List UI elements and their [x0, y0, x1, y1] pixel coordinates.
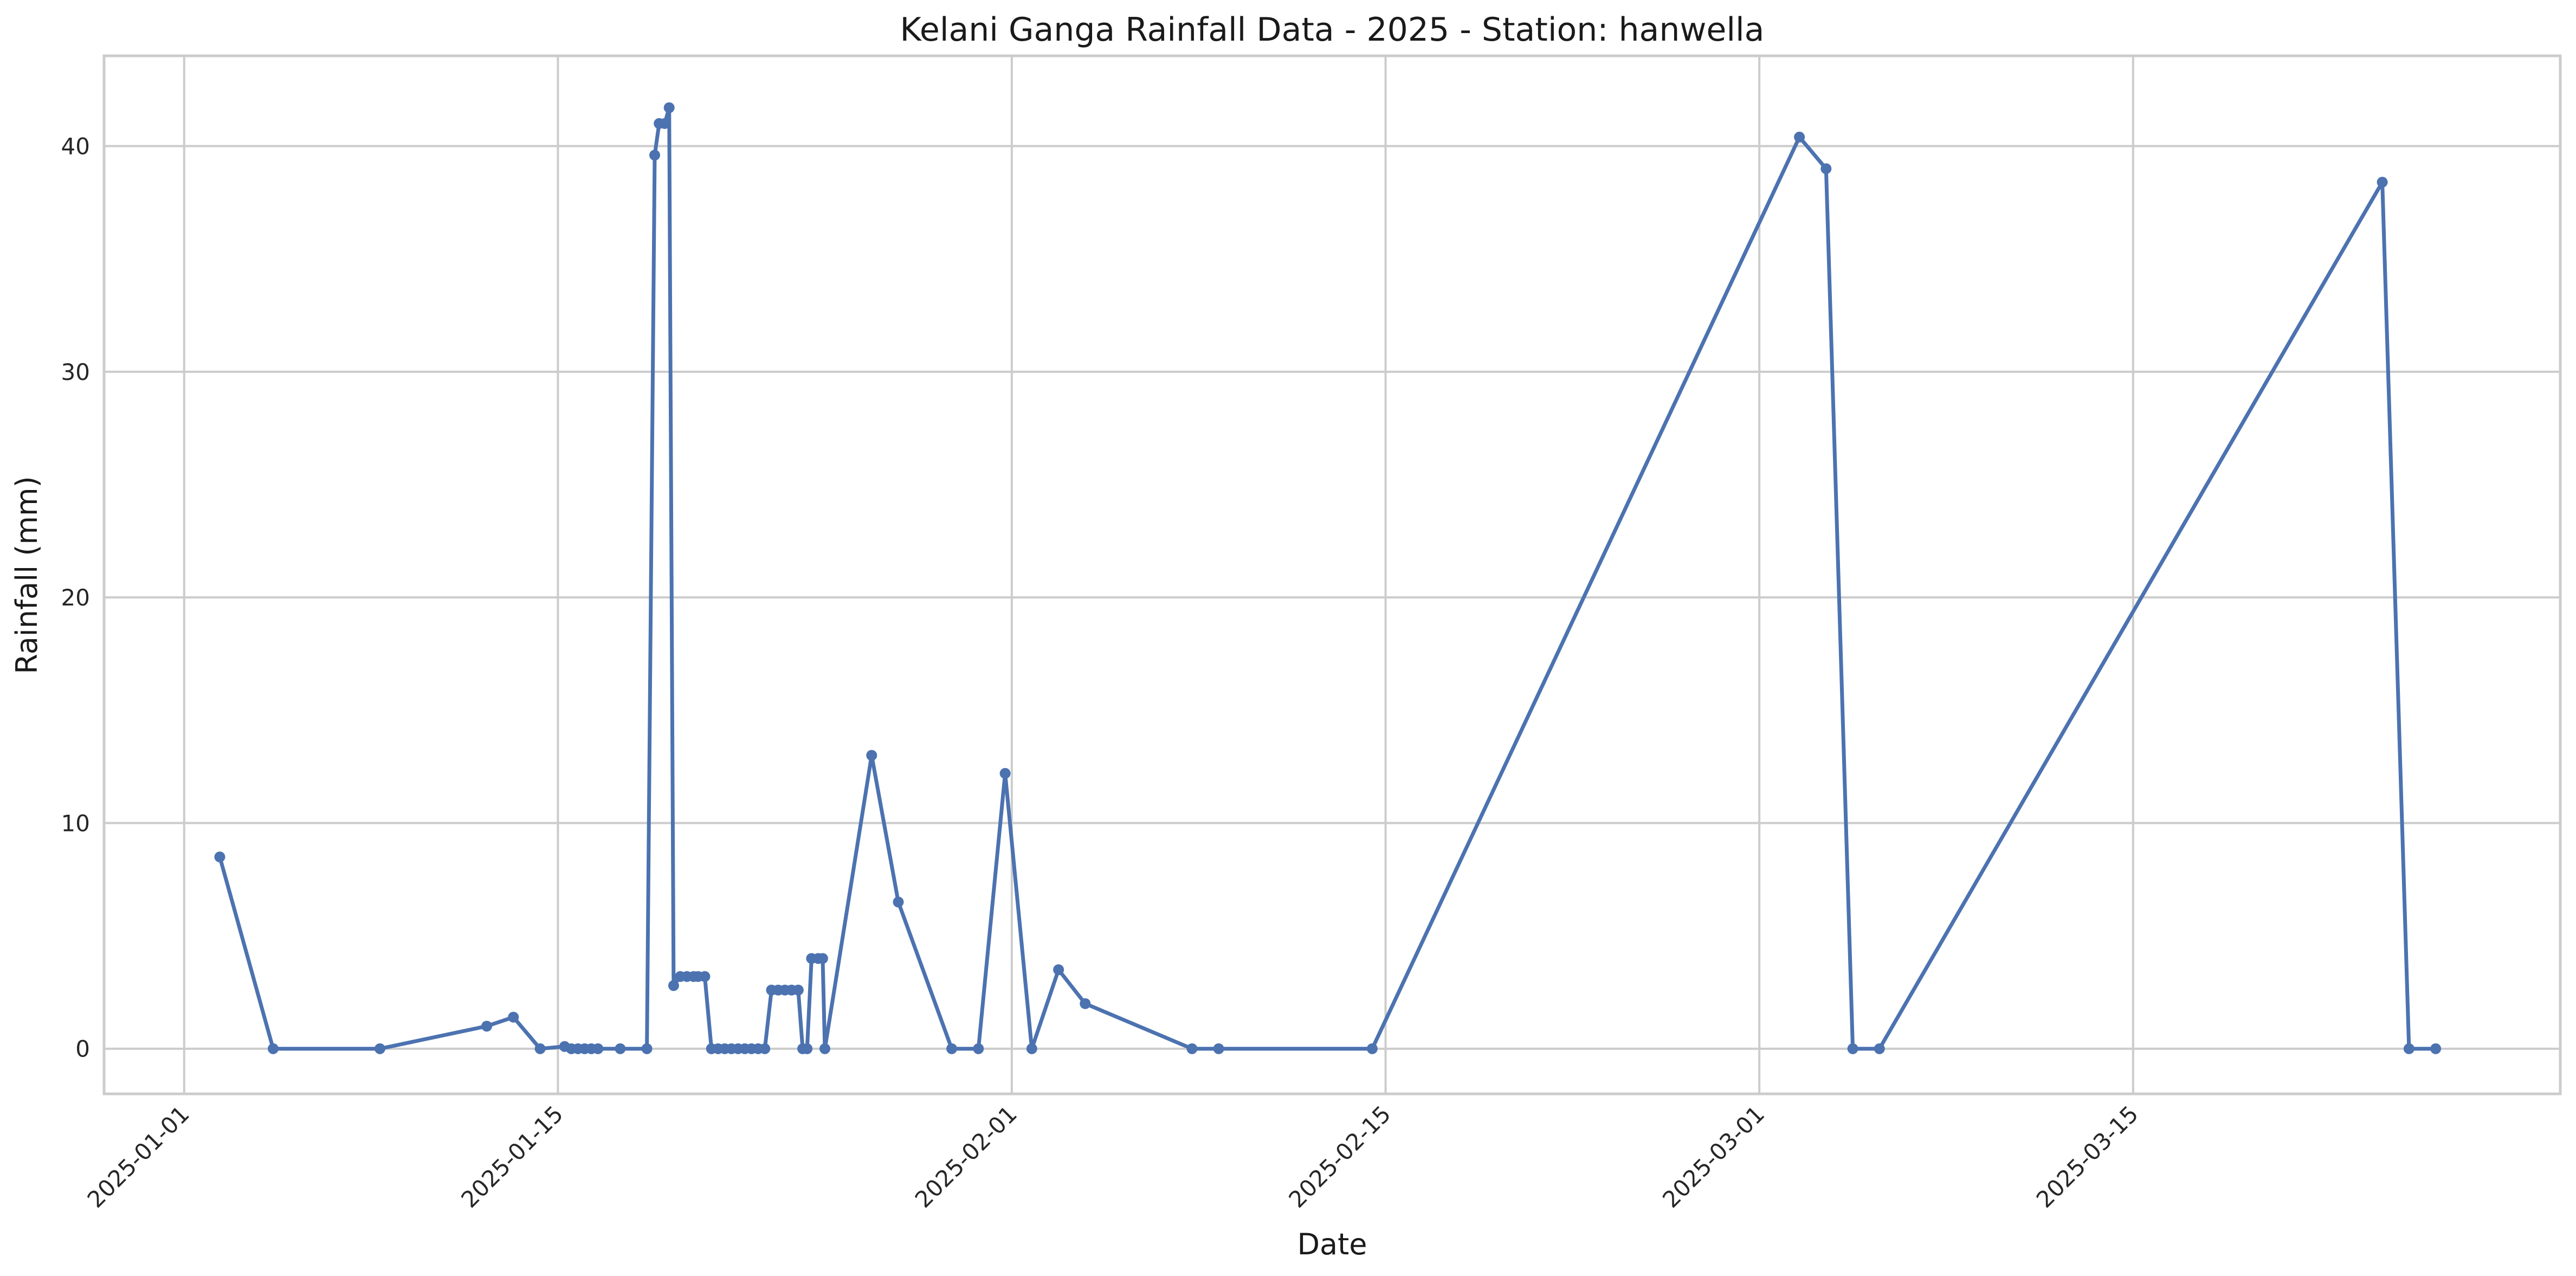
data-point [699, 971, 711, 982]
data-point [592, 1043, 604, 1054]
data-point [668, 980, 679, 991]
y-tick-label: 0 [75, 1036, 90, 1062]
data-point [659, 118, 670, 129]
y-tick-label: 40 [61, 133, 90, 160]
data-point [792, 984, 804, 996]
data-point [1026, 1043, 1037, 1054]
data-point [946, 1043, 957, 1054]
data-point [1053, 964, 1064, 975]
data-point [893, 897, 904, 908]
data-point [641, 1043, 653, 1054]
data-point [866, 750, 877, 761]
data-point [375, 1043, 385, 1054]
y-axis-label: Rainfall (mm) [10, 476, 44, 674]
data-point [1820, 163, 1832, 175]
chart-title: Kelani Ganga Rainfall Data - 2025 - Stat… [900, 11, 1765, 49]
y-tick-label: 30 [61, 359, 90, 385]
data-point [999, 768, 1011, 779]
data-point [819, 1043, 830, 1054]
data-point [481, 1021, 493, 1032]
data-point [534, 1043, 546, 1054]
y-tick-labels: 0 10 20 30 40 [61, 133, 90, 1062]
plot-frame [102, 54, 2562, 1095]
data-point [802, 1043, 813, 1054]
y-tick-label: 10 [61, 810, 90, 836]
data-point [1874, 1043, 1885, 1054]
x-gridlines [183, 56, 2134, 1094]
data-point [1847, 1043, 1858, 1054]
data-point [2403, 1043, 2414, 1054]
data-point [1366, 1043, 1378, 1054]
data-point [663, 102, 675, 113]
data-point [268, 1043, 279, 1054]
rainfall-series [214, 102, 2442, 1054]
data-point [508, 1011, 519, 1023]
data-point [615, 1043, 626, 1054]
data-point [1794, 131, 1805, 143]
data-point [817, 953, 828, 964]
x-axis-label: Date [1297, 1227, 1367, 1261]
data-point [2377, 177, 2388, 188]
data-point [1080, 998, 1091, 1009]
data-point [2430, 1043, 2442, 1054]
data-point [1186, 1043, 1198, 1054]
data-point [214, 851, 225, 862]
y-tick-label: 20 [61, 584, 90, 611]
data-point [973, 1043, 984, 1054]
data-point [649, 150, 660, 161]
data-point [1213, 1043, 1224, 1054]
data-point [759, 1043, 771, 1054]
